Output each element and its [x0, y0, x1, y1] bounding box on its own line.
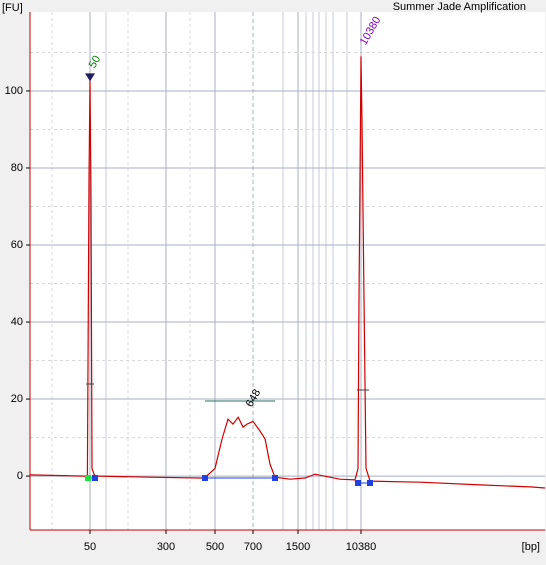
y-axis-label: [FU]: [2, 2, 23, 14]
trace: [29, 56, 546, 489]
x-tick-label: 1500: [286, 541, 310, 553]
plot-area: [30, 12, 545, 530]
y-tick-label: 20: [11, 393, 23, 405]
peak-triangle: [85, 73, 95, 82]
x-tick-label: 300: [157, 541, 175, 553]
x-tick-label: 10380: [346, 541, 377, 553]
peak-label: 50: [87, 54, 104, 71]
peak-marker: [367, 480, 373, 486]
peak-marker: [92, 475, 98, 481]
peak-marker: [355, 480, 361, 486]
peak-marker: [202, 475, 208, 481]
peak-marker: [85, 475, 91, 481]
y-tick-label: 80: [11, 162, 23, 174]
x-tick-label: 700: [244, 541, 262, 553]
y-tick-label: 60: [11, 239, 23, 251]
x-axis-label: [bp]: [522, 541, 540, 553]
y-tick-label: 100: [5, 85, 23, 97]
peak-marker: [272, 475, 278, 481]
y-tick-label: 0: [17, 470, 23, 482]
x-tick-label: 50: [84, 541, 96, 553]
y-tick-label: 40: [11, 316, 23, 328]
x-tick-label: 500: [206, 541, 224, 553]
chart-title: Summer Jade Amplification: [393, 1, 526, 13]
